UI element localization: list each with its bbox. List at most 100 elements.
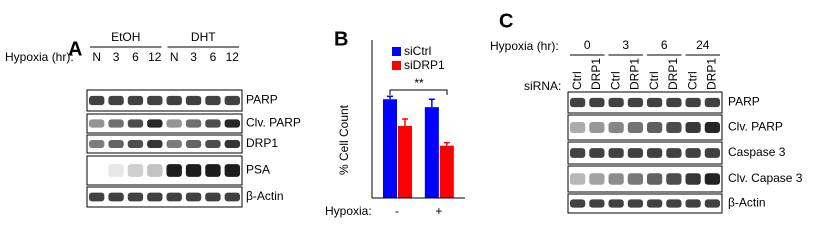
lane-label: N — [92, 50, 101, 64]
y-axis-label: % Cell Count — [337, 104, 351, 175]
blot-band — [224, 95, 240, 106]
blot-band — [147, 192, 163, 202]
lane-label: DRP1 — [589, 58, 603, 90]
blot-label: PARP — [728, 95, 760, 109]
figure: A Hypoxia (hr): B C Hypoxia (hr): siRNA:… — [5, 10, 803, 218]
error-bar — [428, 98, 435, 108]
blot-band — [627, 199, 643, 208]
blot-band — [147, 140, 163, 148]
bar — [383, 99, 397, 198]
blot-band — [185, 95, 202, 106]
legend-swatch — [392, 47, 401, 56]
legend-label: siCtrl — [404, 44, 431, 58]
timepoint-label: 3 — [622, 38, 629, 52]
blot-band — [647, 199, 663, 208]
blot-band — [666, 122, 682, 133]
blot-band — [608, 97, 624, 108]
blot-label: β-Actin — [728, 196, 766, 210]
blot-panel — [567, 141, 723, 165]
significance-label: ** — [414, 76, 424, 90]
legend-swatch — [392, 61, 401, 70]
error-bar — [443, 141, 450, 146]
lane-label: 6 — [132, 50, 139, 64]
blot-band — [704, 97, 720, 108]
blot-band — [608, 199, 624, 208]
blot-band — [89, 119, 105, 128]
blot-panel — [86, 186, 243, 208]
bar — [398, 125, 412, 198]
lane-label: DRP1 — [666, 58, 680, 90]
blot-band — [166, 140, 182, 148]
blot-band — [647, 97, 663, 108]
panel-label: C — [499, 10, 513, 32]
blot-band — [589, 122, 605, 133]
blot-panel — [86, 113, 243, 134]
blot-band — [666, 97, 682, 108]
blot-band — [589, 97, 605, 108]
blot-band — [108, 140, 124, 148]
blot-band — [570, 122, 586, 133]
page: {"panel_a": {"label": "A", "groups": ["E… — [5, 10, 803, 219]
blot-band — [570, 97, 586, 108]
panel-label: B — [334, 28, 348, 50]
blot-band — [127, 119, 144, 128]
lane-label: Ctrl — [570, 71, 584, 90]
panel-label: A — [68, 38, 82, 60]
blot-band — [589, 199, 605, 208]
blot-band — [685, 148, 701, 158]
blot-band — [224, 140, 240, 148]
blot-band — [666, 199, 682, 208]
blot-band — [127, 192, 144, 202]
blot-label: PARP — [246, 93, 278, 107]
blot-label: PSA — [246, 163, 270, 177]
blot-band — [166, 95, 182, 106]
blot-band — [89, 95, 105, 106]
timepoint-label: 24 — [696, 38, 710, 52]
blot-band — [224, 164, 240, 177]
blot-label: Clv. PARP — [246, 116, 301, 130]
blot-band — [185, 140, 202, 148]
lane-label: 12 — [226, 50, 240, 64]
blot-band — [108, 192, 124, 202]
blot-band — [127, 140, 144, 148]
x-tick-label: + — [435, 204, 442, 218]
timepoint-label: 0 — [584, 38, 591, 52]
row-label: Hypoxia (hr): — [5, 50, 74, 64]
blot-band — [205, 192, 221, 202]
blot-band — [589, 148, 605, 158]
legend-label: siDRP1 — [404, 58, 445, 72]
blot-band — [205, 164, 221, 177]
blot-band — [704, 173, 720, 185]
blot-band — [166, 119, 182, 128]
error-bar — [402, 118, 408, 126]
blot-label: β-Actin — [246, 189, 284, 203]
blot-band — [127, 95, 144, 106]
blot-band — [89, 140, 105, 148]
blot-band — [685, 173, 701, 185]
blot-band — [108, 119, 124, 128]
significance-bracket — [389, 89, 448, 95]
blot-band — [147, 95, 163, 106]
blot-band — [704, 148, 720, 158]
sirna-label: siRNA: — [524, 79, 561, 93]
blot-band — [608, 173, 624, 185]
lane-label: 3 — [113, 50, 120, 64]
bar — [424, 107, 439, 198]
blot-band — [185, 164, 202, 177]
blot-band — [704, 199, 720, 208]
row-label: Hypoxia (hr): — [490, 39, 559, 53]
blot-band — [704, 122, 720, 133]
blot-band — [147, 164, 163, 177]
lane-label: Ctrl — [685, 71, 699, 90]
lane-label: N — [170, 50, 179, 64]
group-label: EtOH — [111, 30, 140, 44]
blot-band — [570, 148, 586, 158]
blot-label: DRP1 — [246, 136, 278, 150]
blot-band — [205, 140, 221, 148]
blot-band — [685, 122, 701, 133]
blot-band — [608, 148, 624, 158]
blot-panel — [86, 89, 243, 112]
blot-band — [685, 199, 701, 208]
x-axis-label: Hypoxia: — [325, 204, 372, 218]
blot-band — [608, 122, 624, 133]
